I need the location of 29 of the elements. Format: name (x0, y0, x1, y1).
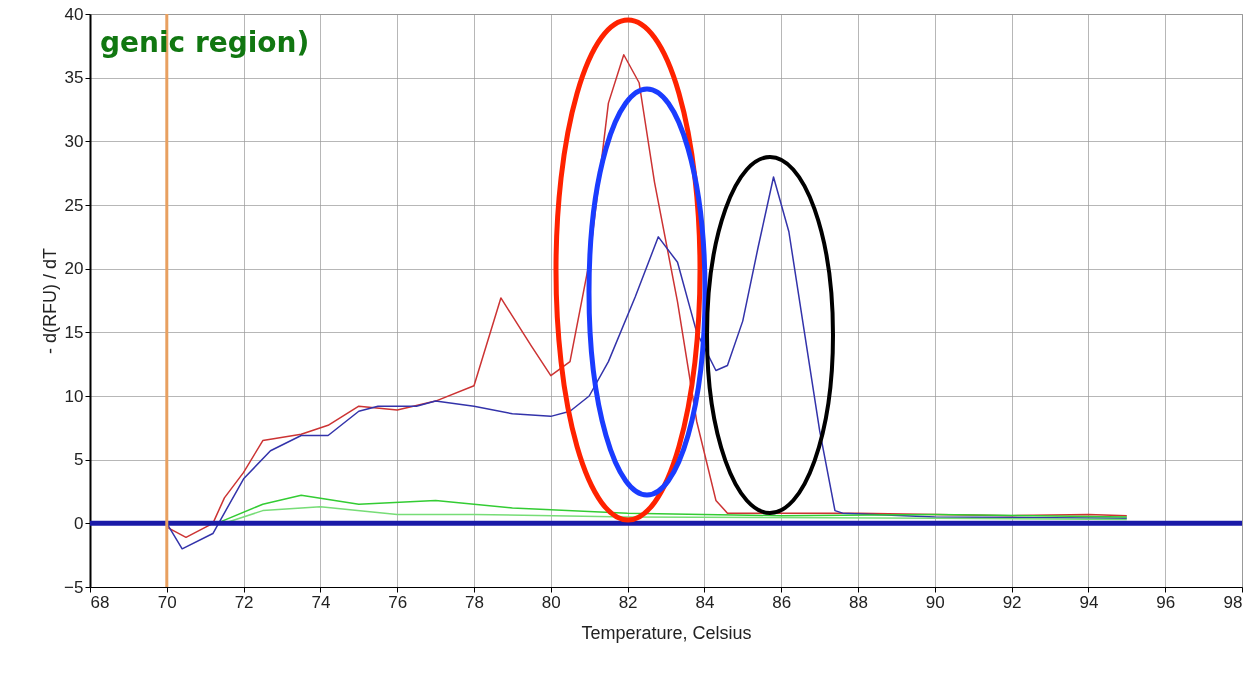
y-tick-label: 0 (74, 513, 84, 533)
y-tick-label: −5 (64, 577, 84, 597)
x-tick-label: 78 (465, 592, 484, 612)
y-tick-label: 15 (64, 322, 84, 342)
line-series (166, 176, 1128, 550)
x-axis-title: Temperature, Celsius (581, 622, 752, 643)
y-axis-title: - d(RFU) / dT (40, 248, 61, 354)
x-tick-label: 82 (618, 592, 638, 612)
x-tick-label: 70 (157, 592, 177, 612)
y-tick-label: 5 (74, 450, 84, 470)
x-tick-label: 98 (1223, 592, 1243, 612)
x-tick-label: 84 (695, 592, 715, 612)
x-tick-label: 94 (1079, 592, 1099, 612)
x-tick-label: 72 (234, 592, 254, 612)
y-tick-label: 40 (64, 4, 84, 24)
x-tick-label: 90 (925, 592, 945, 612)
x-tick-label: 80 (541, 592, 561, 612)
x-tick-label: 86 (772, 592, 792, 612)
x-tick-label: 76 (388, 592, 408, 612)
x-tick-label: 88 (849, 592, 868, 612)
y-tick-label: 20 (64, 259, 84, 279)
x-tick-label: 96 (1156, 592, 1176, 612)
y-tick-label: 10 (64, 386, 84, 406)
y-tick-label: 30 (64, 131, 84, 151)
y-tick-label: 25 (64, 195, 84, 215)
x-tick-label: 68 (90, 592, 110, 612)
x-tick-label: 92 (1002, 592, 1022, 612)
y-tick-label: 35 (64, 68, 84, 88)
x-tick-label: 74 (311, 592, 331, 612)
